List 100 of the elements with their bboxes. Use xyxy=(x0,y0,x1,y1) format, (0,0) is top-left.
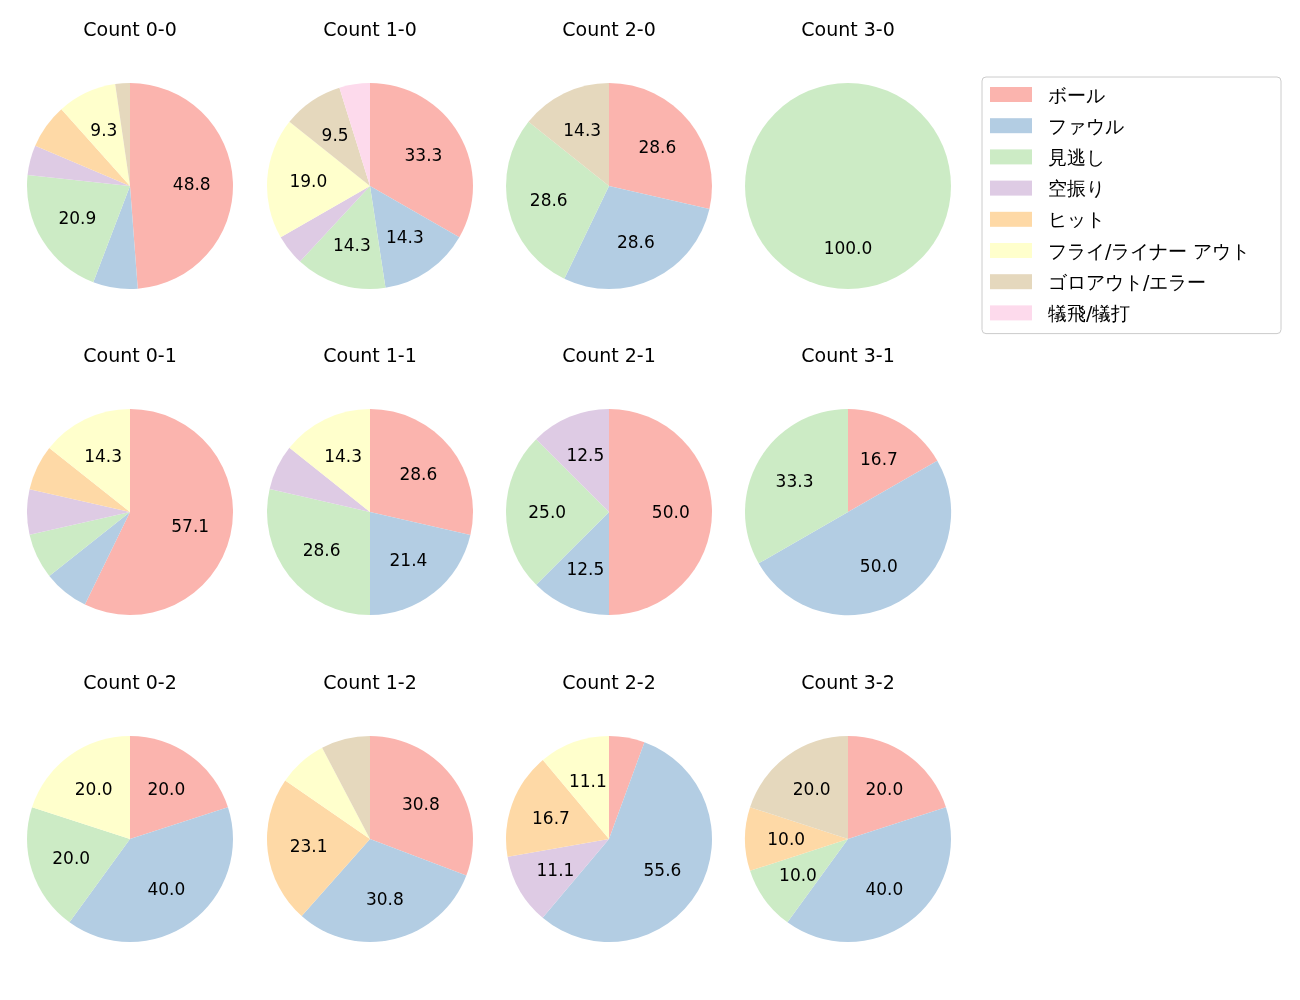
data-label: 23.1 xyxy=(289,836,328,857)
chart-title: Count 1-2 xyxy=(323,671,417,693)
data-label: 10.0 xyxy=(767,829,806,849)
legend-label: 空振り xyxy=(1048,177,1105,200)
data-label: 50.0 xyxy=(859,555,898,576)
data-label: 12.5 xyxy=(566,444,605,465)
chart-title: Count 1-1 xyxy=(323,344,417,366)
data-label: 33.3 xyxy=(775,471,814,492)
pie-slice xyxy=(27,145,130,186)
data-label: 20.0 xyxy=(792,779,831,799)
pie-slice xyxy=(285,747,370,839)
data-label: 14.3 xyxy=(84,446,123,467)
data-label: 57.1 xyxy=(171,515,210,536)
pie-slice xyxy=(49,512,130,605)
data-label: 21.4 xyxy=(389,550,428,571)
pie-slice xyxy=(29,448,130,512)
pie-slice xyxy=(289,409,370,512)
pie-slice xyxy=(61,84,130,186)
data-label: 25.0 xyxy=(528,502,567,522)
data-label: 16.7 xyxy=(860,448,898,469)
data-label: 9.5 xyxy=(321,125,349,145)
pie-slice xyxy=(267,121,370,238)
data-label: 14.3 xyxy=(324,446,363,467)
pie-slice xyxy=(370,409,473,536)
data-label: 28.6 xyxy=(616,231,655,252)
pie-slice xyxy=(370,736,473,876)
pie-slice xyxy=(609,736,645,839)
pie-slice xyxy=(745,409,848,564)
pie-slice xyxy=(506,760,609,857)
data-label: 14.3 xyxy=(385,227,424,247)
legend-label: フライ/ライナー アウト xyxy=(1048,239,1251,262)
data-label: 40.0 xyxy=(147,879,186,899)
legend-label: ファウル xyxy=(1048,114,1124,137)
chart-title: Count 1-0 xyxy=(323,18,417,40)
pie-slice xyxy=(35,109,130,186)
pie-slice xyxy=(84,409,233,615)
data-label: 20.0 xyxy=(74,779,113,799)
pie-slice xyxy=(49,409,130,512)
pie-slice xyxy=(27,175,130,283)
pie-slice xyxy=(848,736,946,839)
data-label: 10.0 xyxy=(779,865,817,886)
data-label: 33.3 xyxy=(404,145,443,166)
pie-slice xyxy=(27,807,130,923)
pie-slice xyxy=(130,736,228,839)
pie-slice xyxy=(32,736,130,839)
data-label: 16.7 xyxy=(532,807,570,828)
pie-slice xyxy=(528,83,609,186)
data-label: 20.0 xyxy=(52,848,91,869)
pie-slice xyxy=(609,83,712,209)
legend-label: ボール xyxy=(1048,83,1105,106)
pie-slice xyxy=(506,439,609,585)
pie-slice xyxy=(93,186,138,289)
pie-slice xyxy=(280,186,370,262)
data-label: 50.0 xyxy=(651,502,690,522)
data-label: 11.1 xyxy=(568,770,607,791)
data-label: 55.6 xyxy=(643,860,682,881)
pie-slice xyxy=(370,186,460,288)
pie-slice xyxy=(269,447,370,512)
pie-slice xyxy=(848,409,938,512)
data-label: 30.8 xyxy=(401,793,440,814)
chart-title: Count 0-1 xyxy=(83,344,177,366)
legend-label: ゴロアウト/エラー xyxy=(1048,270,1207,293)
data-label: 14.3 xyxy=(332,235,371,256)
chart-title: Count 3-0 xyxy=(801,18,895,40)
data-label: 19.0 xyxy=(289,171,328,192)
pie-slice xyxy=(115,83,130,186)
pie-slice xyxy=(322,736,370,839)
pie-slice xyxy=(370,512,471,615)
pie-slice xyxy=(299,186,386,289)
data-label: 20.9 xyxy=(58,208,97,229)
legend-label: ヒット xyxy=(1048,208,1105,231)
pie-slice xyxy=(29,512,130,576)
data-label: 48.8 xyxy=(172,173,211,194)
chart-title: Count 3-1 xyxy=(801,344,895,366)
data-label: 20.0 xyxy=(147,779,186,799)
chart-title: Count 2-0 xyxy=(562,18,656,40)
legend-label: 犠飛/犠打 xyxy=(1048,301,1131,324)
legend-label: 見逃し xyxy=(1048,145,1105,168)
data-label: 12.5 xyxy=(566,559,605,580)
data-label: 20.0 xyxy=(865,779,904,799)
pie-slice xyxy=(289,87,370,186)
data-label: 28.6 xyxy=(399,463,438,484)
data-label: 11.1 xyxy=(536,859,575,880)
data-label: 9.3 xyxy=(90,120,118,140)
chart-title: Count 0-0 xyxy=(83,18,177,40)
chart-title: Count 3-2 xyxy=(801,671,895,693)
data-label: 28.6 xyxy=(529,189,568,210)
data-label: 28.6 xyxy=(302,540,341,561)
pie-slice xyxy=(267,488,370,615)
pie-slice xyxy=(27,489,130,535)
data-label: 28.6 xyxy=(638,137,677,158)
data-label: 100.0 xyxy=(823,237,873,258)
pie-slice xyxy=(506,121,609,279)
chart-title: Count 2-1 xyxy=(562,344,656,366)
data-label: 30.8 xyxy=(365,889,404,909)
data-label: 14.3 xyxy=(563,120,602,141)
pie-slice xyxy=(609,409,712,615)
data-label: 40.0 xyxy=(865,879,904,899)
chart-title: Count 0-2 xyxy=(83,671,177,693)
pie-slice xyxy=(507,839,609,918)
